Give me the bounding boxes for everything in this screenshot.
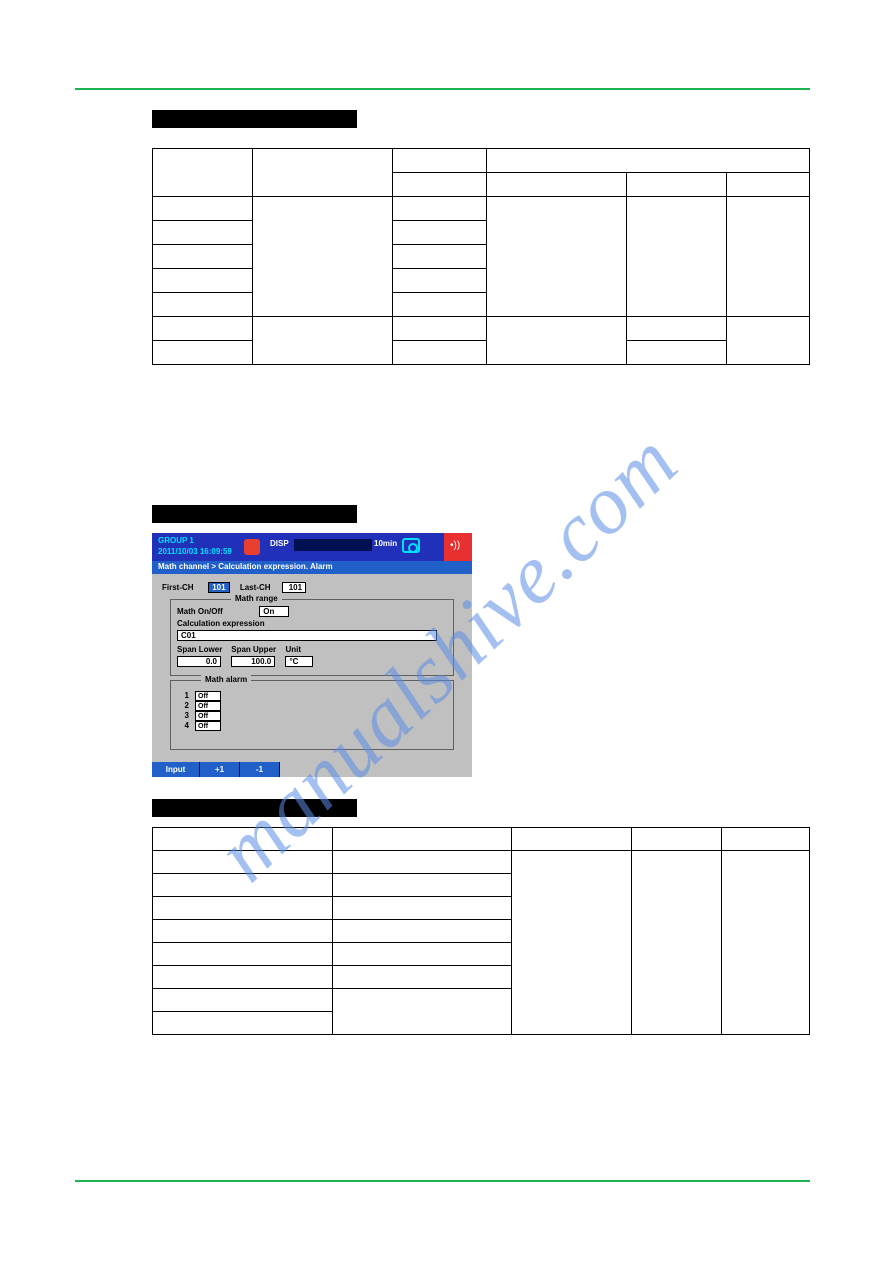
first-ch-label: First-CH [162,583,206,592]
disp-bar [294,539,372,551]
alarm-row: 1Off [177,691,447,701]
unit-value[interactable]: °C [285,656,313,667]
bottom-rule [75,1180,810,1182]
calc-expr-value[interactable]: C01 [177,630,437,641]
screenshot-body: First-CH 101 Last-CH 101 Math range Math… [152,574,472,760]
timestamp: 2011/10/03 16:09:59 [158,547,232,556]
last-ch-value[interactable]: 101 [282,582,306,593]
math-alarm-title: Math alarm [201,675,251,684]
interval-label: 10min [374,539,397,548]
table-row [153,828,810,851]
alarm-icon [444,533,472,561]
span-upper-value[interactable]: 100.0 [231,656,275,667]
span-lower-value[interactable]: 0.0 [177,656,221,667]
screenshot-footer: Input +1 -1 [152,762,280,777]
table-1 [152,148,810,365]
table2-wrap [152,827,810,1035]
first-ch-value[interactable]: 101 [208,582,229,593]
math-range-title: Math range [231,594,282,603]
clock-icon [244,539,260,555]
alarm-row: 3Off [177,711,447,721]
span-lower-label: Span Lower [177,645,223,654]
page-content: GROUP 1 2011/10/03 16:09:59 DISP 10min M… [75,88,810,1035]
disp-label: DISP [270,539,289,548]
math-alarm-group: Math alarm 1Off 2Off 3Off 4Off [170,680,454,750]
math-onoff-label: Math On/Off [177,607,257,616]
span-upper-label: Span Upper [231,645,277,654]
calc-expr-label: Calculation expression [177,619,265,628]
group-label: GROUP 1 [158,536,194,545]
alarm-row: 4Off [177,721,447,731]
screenshot-wrap: GROUP 1 2011/10/03 16:09:59 DISP 10min M… [152,533,810,777]
alarm-row: 2Off [177,701,447,711]
section-bar-2 [152,505,357,523]
device-screenshot: GROUP 1 2011/10/03 16:09:59 DISP 10min M… [152,533,472,777]
screenshot-header: GROUP 1 2011/10/03 16:09:59 DISP 10min [152,533,472,561]
math-onoff-value[interactable]: On [259,606,289,617]
minus1-button[interactable]: -1 [240,762,280,777]
table-row [153,317,810,341]
breadcrumb: Math channel > Calculation expression. A… [152,561,472,574]
plus1-button[interactable]: +1 [200,762,240,777]
top-rule [75,88,810,90]
table-row [153,149,810,173]
last-ch-label: Last-CH [240,583,280,592]
table-2 [152,827,810,1035]
table-row [153,197,810,221]
section-bar-3 [152,799,357,817]
section-bar-1 [152,110,357,128]
table-row [153,851,810,874]
table-row [153,341,810,365]
table1-wrap [152,148,810,365]
camera-icon [402,538,420,553]
unit-label: Unit [285,645,315,654]
input-button[interactable]: Input [152,762,200,777]
math-range-group: Math range Math On/Off On Calculation ex… [170,599,454,676]
